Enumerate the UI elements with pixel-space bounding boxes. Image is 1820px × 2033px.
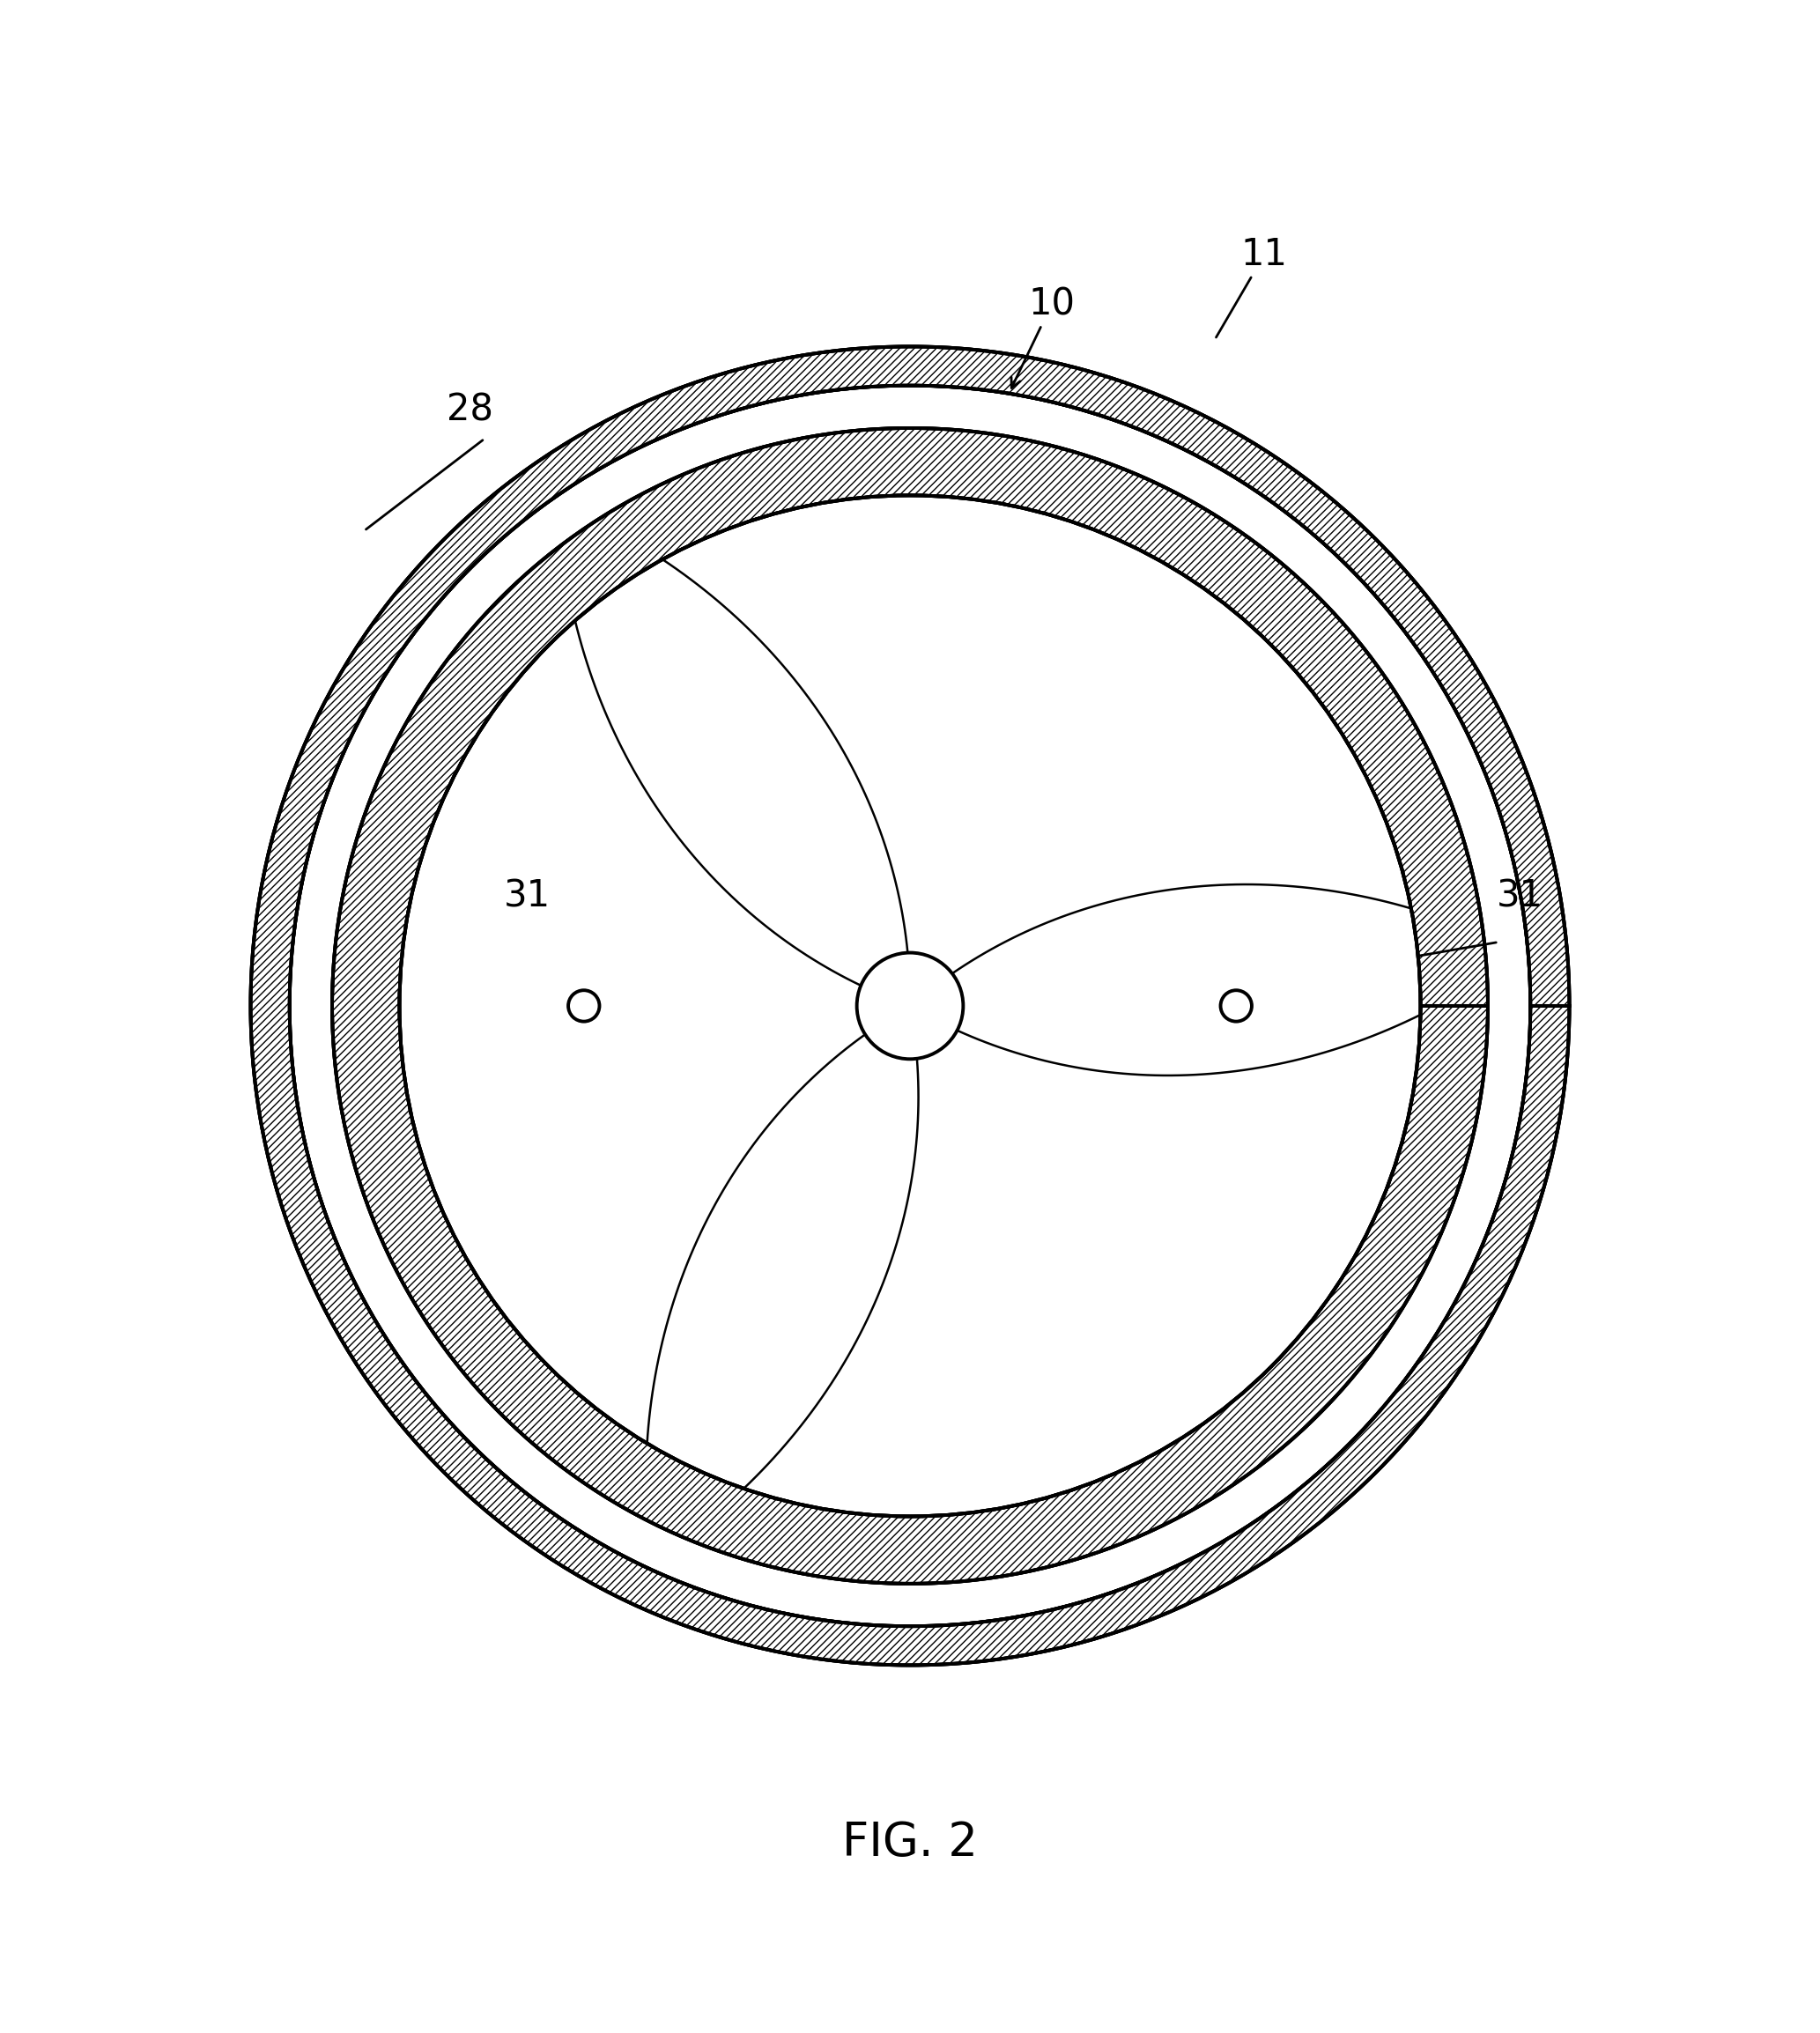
Text: 10: 10 <box>1012 285 1076 388</box>
Polygon shape <box>251 346 1569 1665</box>
Text: 28: 28 <box>448 392 493 429</box>
Circle shape <box>1221 990 1252 1021</box>
Circle shape <box>400 496 1420 1517</box>
Circle shape <box>857 953 963 1059</box>
Text: 11: 11 <box>1216 236 1289 337</box>
Polygon shape <box>664 500 1407 970</box>
Circle shape <box>289 386 1531 1626</box>
Polygon shape <box>333 429 1489 1584</box>
Text: FIG. 2: FIG. 2 <box>843 1820 977 1866</box>
Polygon shape <box>404 624 861 1439</box>
Text: 31: 31 <box>504 878 550 915</box>
Text: 27: 27 <box>939 527 1061 943</box>
Polygon shape <box>746 1014 1416 1511</box>
Circle shape <box>568 990 599 1021</box>
Text: 31: 31 <box>1496 878 1543 915</box>
Circle shape <box>400 496 1420 1517</box>
